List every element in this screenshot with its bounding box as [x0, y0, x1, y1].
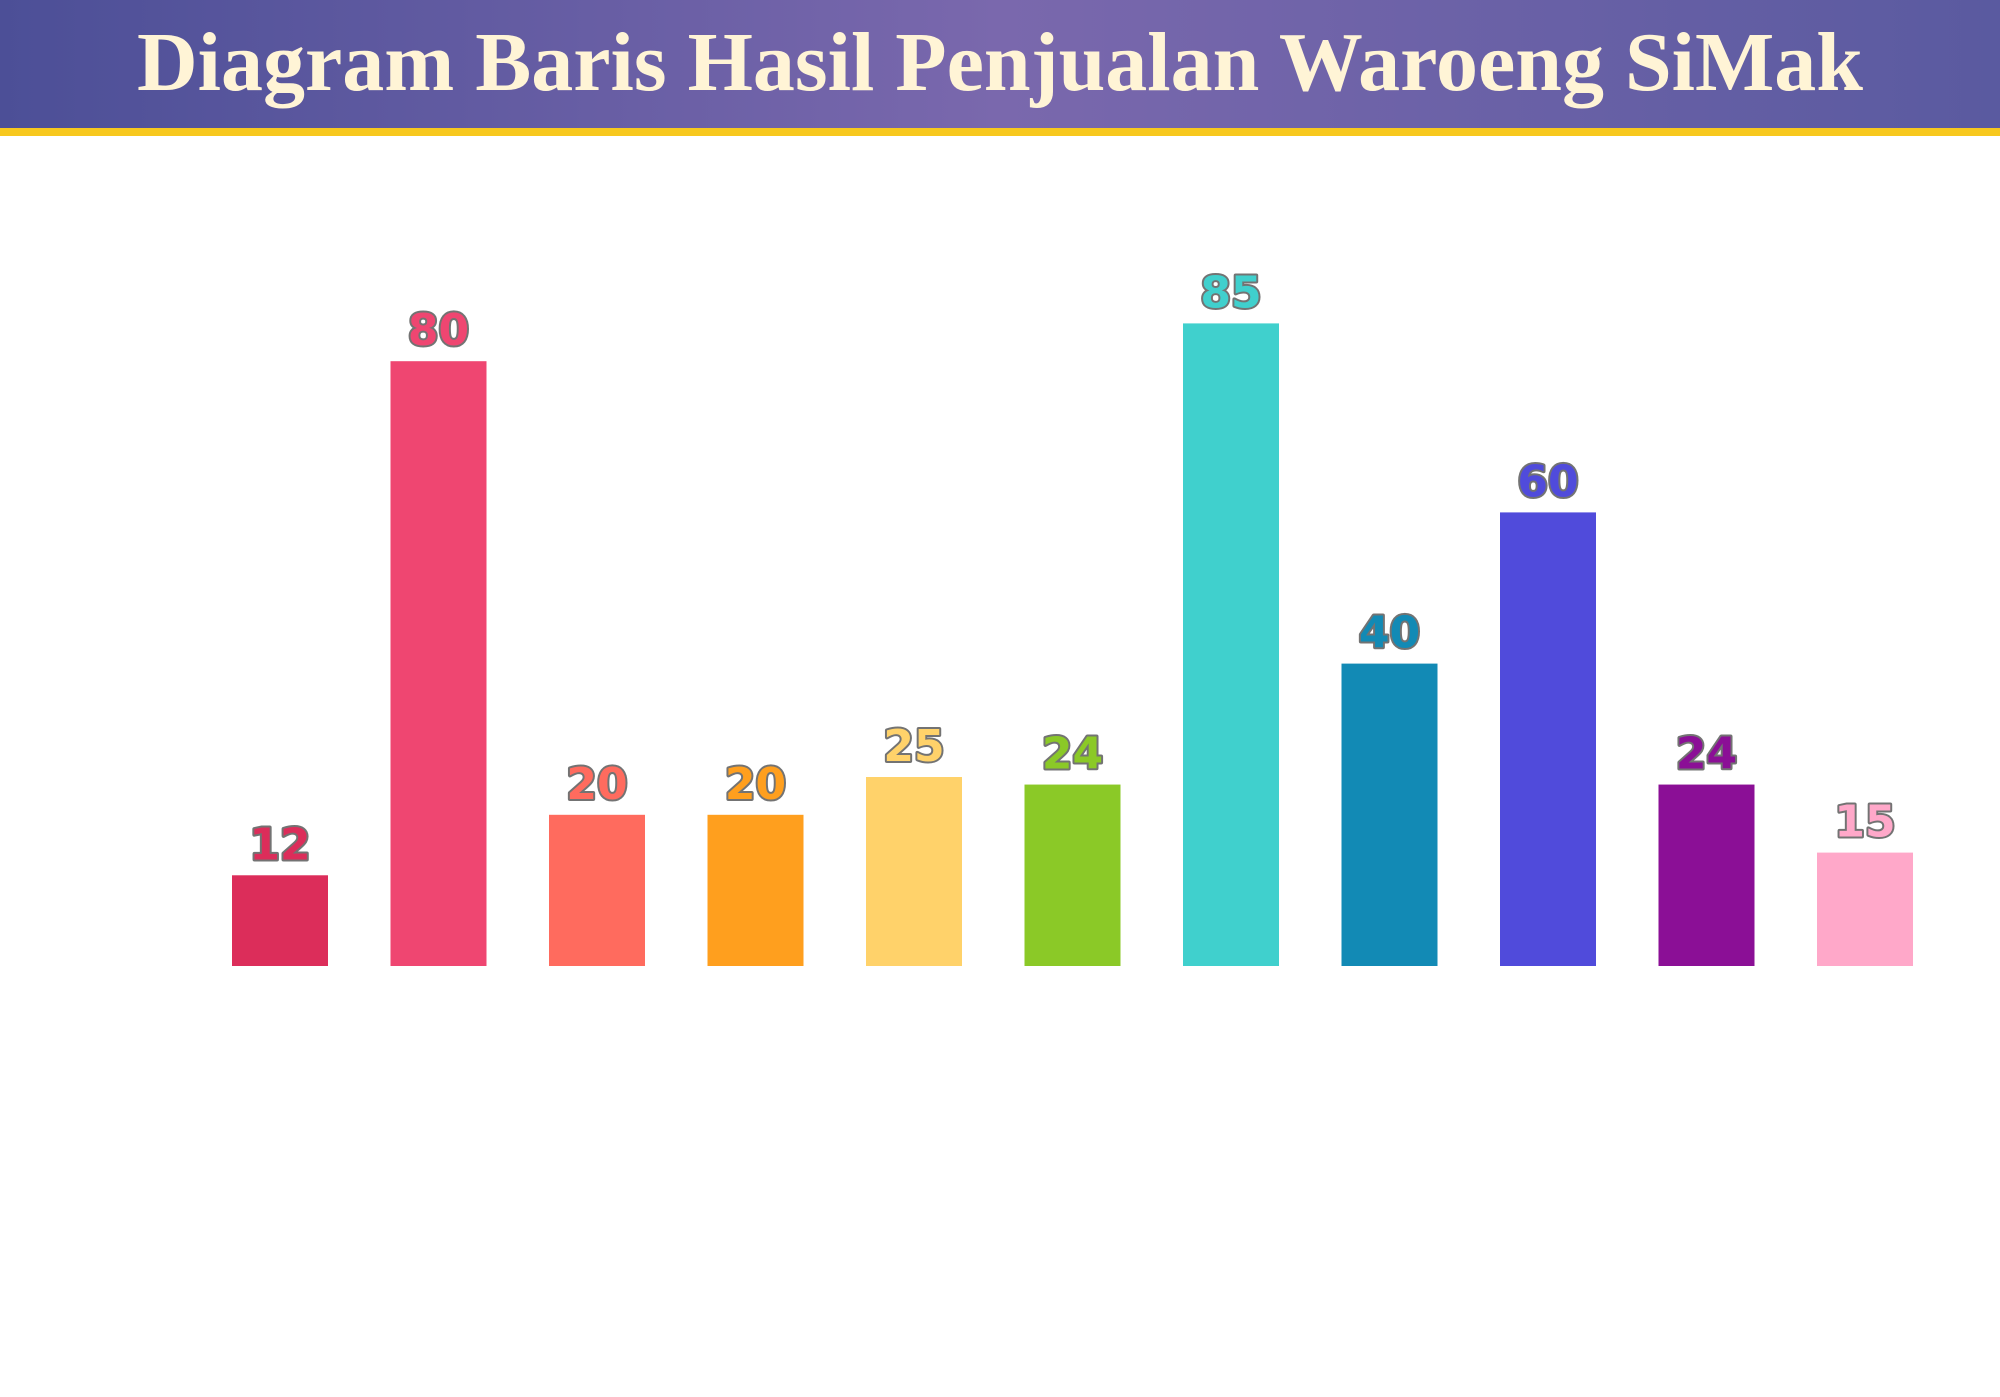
- bar: [232, 875, 328, 966]
- bar: [866, 777, 962, 966]
- bar: [707, 814, 804, 966]
- value-label: 40: [1359, 608, 1420, 659]
- value-label: 20: [725, 759, 786, 810]
- value-label: 24: [1676, 729, 1737, 780]
- bar: [1024, 784, 1121, 966]
- bar: [549, 814, 645, 966]
- value-label: 12: [249, 819, 310, 870]
- value-label: 85: [1200, 267, 1261, 318]
- value-label: 20: [566, 759, 627, 810]
- bar: [1341, 663, 1438, 966]
- bar: [1500, 512, 1596, 966]
- header-rule: [0, 128, 2000, 136]
- value-label: 15: [1834, 797, 1895, 848]
- bar: [1183, 323, 1279, 966]
- value-label: 60: [1517, 456, 1578, 507]
- value-label: 80: [408, 305, 469, 356]
- bar: [1817, 852, 1913, 966]
- chart-title: Diagram Baris Hasil Penjualan Waroeng Si…: [137, 16, 1863, 109]
- bar: [390, 361, 487, 966]
- bar: [1658, 784, 1755, 966]
- header-band: [0, 0, 2000, 128]
- value-label: 25: [883, 721, 944, 772]
- value-label: 24: [1042, 729, 1103, 780]
